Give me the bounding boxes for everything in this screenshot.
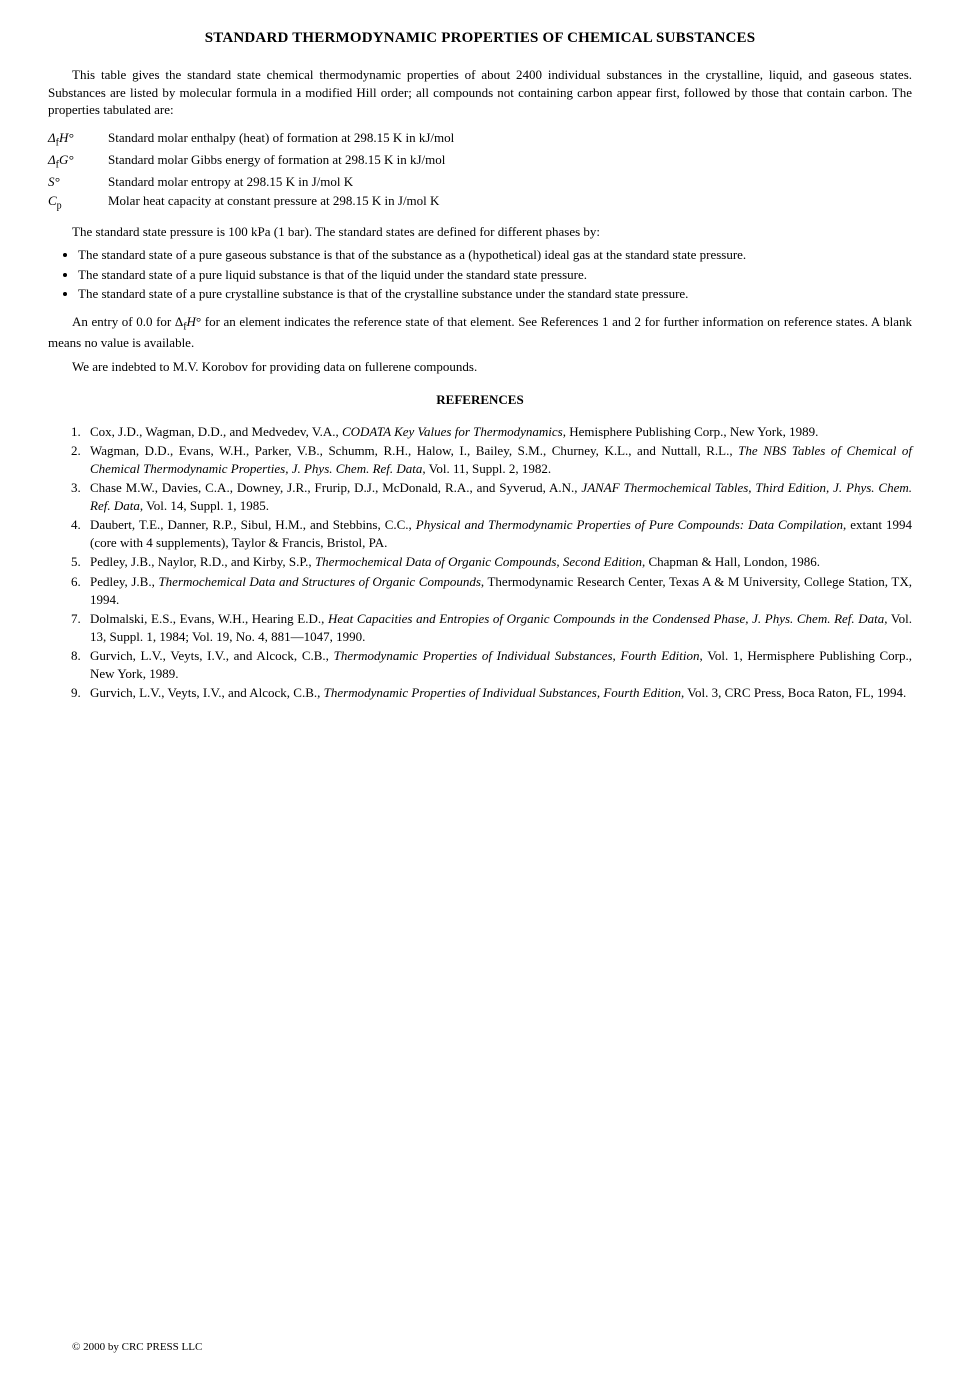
indebted-note: We are indebted to M.V. Korobov for prov… <box>48 358 912 376</box>
property-symbol: Cp <box>48 192 108 213</box>
entry-note-symbol: H <box>187 314 196 329</box>
reference-item: Daubert, T.E., Danner, R.P., Sibul, H.M.… <box>84 516 912 551</box>
property-row: ΔfG° Standard molar Gibbs energy of form… <box>48 151 912 172</box>
reference-item: Chase M.W., Davies, C.A., Downey, J.R., … <box>84 479 912 514</box>
reference-item: Cox, J.D., Wagman, D.D., and Medvedev, V… <box>84 423 912 441</box>
reference-item: Gurvich, L.V., Veyts, I.V., and Alcock, … <box>84 647 912 682</box>
properties-list: ΔfH° Standard molar enthalpy (heat) of f… <box>48 129 912 213</box>
reference-item: Wagman, D.D., Evans, W.H., Parker, V.B.,… <box>84 442 912 477</box>
property-row: S° Standard molar entropy at 298.15 K in… <box>48 173 912 191</box>
std-state-bullets: The standard state of a pure gaseous sub… <box>78 246 912 303</box>
std-state-intro: The standard state pressure is 100 kPa (… <box>48 223 912 241</box>
intro-paragraph: This table gives the standard state chem… <box>48 66 912 119</box>
property-desc: Molar heat capacity at constant pressure… <box>108 192 912 213</box>
property-row: ΔfH° Standard molar enthalpy (heat) of f… <box>48 129 912 150</box>
references-heading: REFERENCES <box>48 391 912 409</box>
references-list: Cox, J.D., Wagman, D.D., and Medvedev, V… <box>68 423 912 702</box>
property-desc: Standard molar Gibbs energy of formation… <box>108 151 912 172</box>
page-title: STANDARD THERMODYNAMIC PROPERTIES OF CHE… <box>48 28 912 48</box>
reference-item: Pedley, J.B., Naylor, R.D., and Kirby, S… <box>84 553 912 571</box>
bullet-item: The standard state of a pure liquid subs… <box>78 266 912 284</box>
entry-note: An entry of 0.0 for ΔfH° for an element … <box>48 313 912 352</box>
property-symbol: ΔfG° <box>48 151 108 172</box>
reference-item: Dolmalski, E.S., Evans, W.H., Hearing E.… <box>84 610 912 645</box>
property-desc: Standard molar enthalpy (heat) of format… <box>108 129 912 150</box>
bullet-item: The standard state of a pure gaseous sub… <box>78 246 912 264</box>
property-row: Cp Molar heat capacity at constant press… <box>48 192 912 213</box>
property-symbol: ΔfH° <box>48 129 108 150</box>
reference-item: Pedley, J.B., Thermochemical Data and St… <box>84 573 912 608</box>
property-desc: Standard molar entropy at 298.15 K in J/… <box>108 173 912 191</box>
bullet-item: The standard state of a pure crystalline… <box>78 285 912 303</box>
reference-item: Gurvich, L.V., Veyts, I.V., and Alcock, … <box>84 684 912 702</box>
entry-note-text: An entry of 0.0 for Δ <box>72 314 183 329</box>
copyright-footer: © 2000 by CRC PRESS LLC <box>72 1340 202 1355</box>
property-symbol: S° <box>48 173 108 191</box>
